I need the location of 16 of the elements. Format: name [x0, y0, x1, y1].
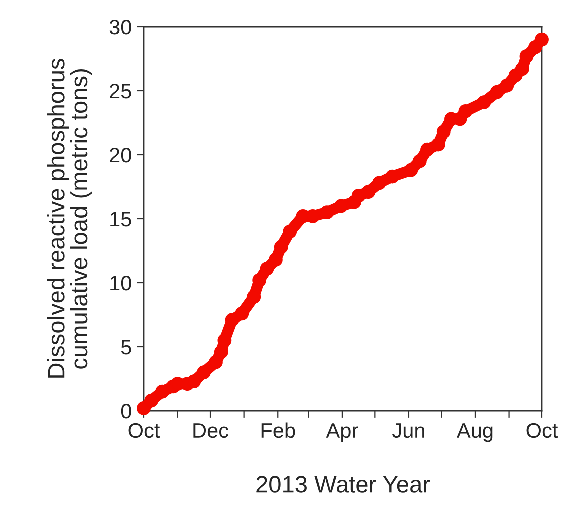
- y-tick-label: 15: [110, 212, 132, 227]
- y-tick-label: 0: [121, 404, 132, 419]
- x-tick-label: Oct: [128, 423, 160, 438]
- y-tick-label: 25: [110, 84, 132, 99]
- y-tick-label: 5: [121, 340, 132, 355]
- x-tick-label: Aug: [456, 424, 493, 442]
- x-tick-label: Oct: [526, 423, 558, 438]
- x-tick-label: Feb: [262, 422, 296, 438]
- x-tick-label: Dec: [194, 424, 228, 438]
- y-axis-title: Dissolved reactive phosphorus cumulative load (metric tons): [47, 59, 92, 378]
- y-tick-label: 10: [110, 276, 132, 291]
- x-tick-label: Jun: [392, 424, 424, 438]
- y-tick-label: 20: [110, 148, 132, 163]
- y-tick-label: 30: [110, 20, 132, 35]
- x-axis-title: 2013 Water Year: [256, 476, 430, 493]
- x-tick-label: Apr: [326, 424, 358, 442]
